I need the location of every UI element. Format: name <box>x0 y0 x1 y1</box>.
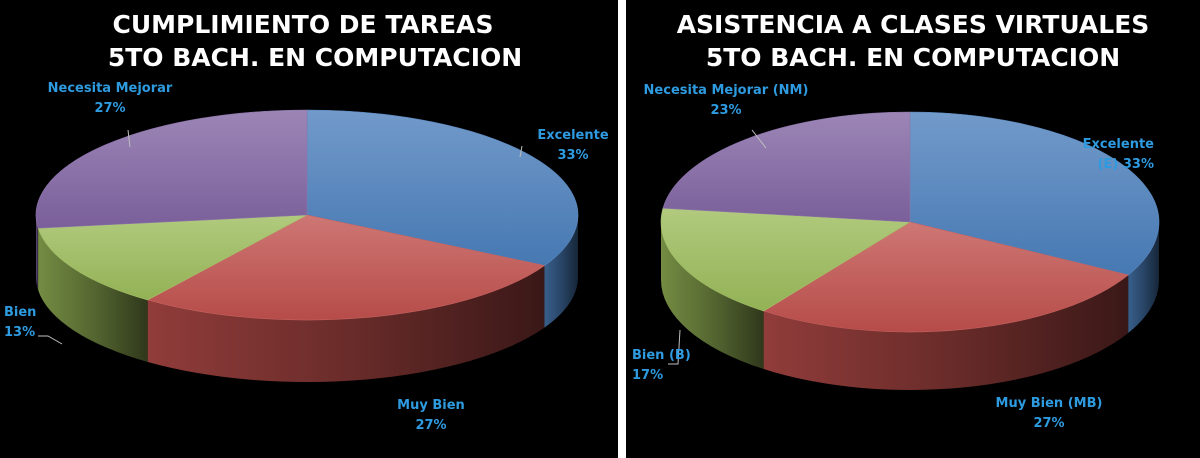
pie-side-muy-bien <box>147 265 545 382</box>
pie-side-excelente <box>544 215 578 328</box>
pie-side-necesita-mejorar <box>36 215 39 291</box>
pie-side-muy-bien <box>763 274 1129 390</box>
pie-slice-bien <box>660 207 911 312</box>
pie-chart-right: Excelente (E) 33% Muy Bien (MB) 27% Bien (B)… <box>632 83 1160 431</box>
slice-label-necesita-mejorar: Necesita Mejorar 27% <box>48 81 173 116</box>
slice-label-bien: Bien 13% <box>4 305 36 340</box>
pie-slice-necesita-mejorar <box>35 109 308 229</box>
pie-slice-excelente <box>909 111 1160 276</box>
chart-title-left-line2: 5TO BACH. EN COMPUTACION <box>107 43 523 72</box>
slice-label-muy-bien: Muy Bien 27% <box>397 398 465 433</box>
chart-title-right-line2: 5TO BACH. EN COMPUTACION <box>705 43 1121 72</box>
pie-side-bien <box>661 222 764 369</box>
leader-line-excelente <box>519 145 523 158</box>
chart-title-left-line1: CUMPLIMIENTO DE TAREAS <box>112 10 494 39</box>
slice-label-excelente: Excelente 33% <box>537 128 609 163</box>
chart-title-left: CUMPLIMIENTO DE TAREAS 5TO BACH. EN COMP… <box>0 8 618 74</box>
pie-slice-bien <box>37 214 308 301</box>
leader-line-necesita-mejorar <box>127 129 131 148</box>
chart-panel-left: CUMPLIMIENTO DE TAREAS 5TO BACH. EN COMP… <box>0 0 618 458</box>
pie-slice-muy-bien <box>762 221 1129 333</box>
pie-slice-necesita-mejorar <box>662 111 911 223</box>
leader-line-bien <box>668 329 681 365</box>
pie-slice-muy-bien <box>146 214 546 321</box>
chart-title-right: ASISTENCIA A CLASES VIRTUALES 5TO BACH. … <box>626 8 1200 74</box>
slice-label-muy-bien: Muy Bien (MB) 27% <box>996 396 1103 431</box>
slice-label-bien: Bien (B) 17% <box>632 348 691 383</box>
chart-title-right-line1: ASISTENCIA A CLASES VIRTUALES <box>676 10 1150 39</box>
pie-side-bien <box>38 228 148 362</box>
slice-label-necesita-mejorar: Necesita Mejorar (NM) 23% <box>644 83 809 118</box>
leader-line-bien <box>38 335 63 345</box>
slice-label-excelente: Excelente (E) 33% <box>1083 137 1155 172</box>
leader-line-necesita-mejorar <box>751 129 767 149</box>
pie-chart-left: Excelente 33% Muy Bien 27% Bien 13% Necesita M… <box>4 81 609 433</box>
pie-slice-excelente <box>306 109 579 266</box>
chart-panel-right: ASISTENCIA A CLASES VIRTUALES 5TO BACH. … <box>626 0 1200 458</box>
